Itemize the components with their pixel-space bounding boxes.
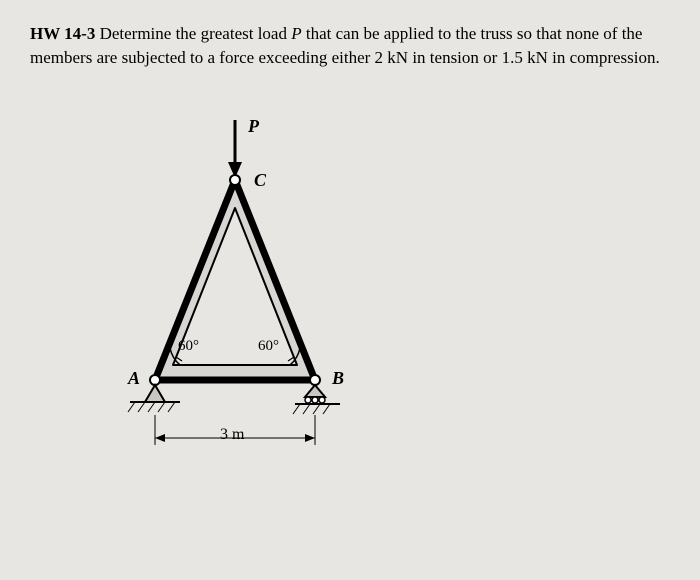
dim-arrow-left (155, 434, 165, 442)
hatch-a3 (148, 402, 155, 412)
roller-wheel-3 (319, 397, 325, 403)
label-angle-left: 60° (178, 338, 199, 355)
label-angle-right: 60° (258, 338, 279, 355)
pin-support-a (145, 385, 165, 402)
label-b: B (332, 368, 344, 389)
hatch-a5 (168, 402, 175, 412)
dim-arrow-right (305, 434, 315, 442)
label-a: A (128, 368, 140, 389)
roller-wheel-2 (312, 397, 318, 403)
hatch-a2 (138, 402, 145, 412)
diagram-svg (100, 100, 400, 500)
problem-number: HW 14-3 (30, 24, 95, 43)
problem-text-1: Determine the greatest load (95, 24, 291, 43)
label-c: C (254, 170, 266, 191)
truss-diagram: P C A B 60° 60° 3 m (100, 100, 400, 500)
label-base-length: 3 m (220, 426, 244, 444)
hatch-a4 (158, 402, 165, 412)
problem-statement: HW 14-3 Determine the greatest load P th… (30, 22, 670, 70)
hatch-b4 (323, 404, 330, 414)
joint-c (230, 175, 240, 185)
hatch-a1 (128, 402, 135, 412)
load-variable: P (291, 24, 301, 43)
roller-support-b (305, 385, 325, 397)
hatch-b2 (303, 404, 310, 414)
hatch-b3 (313, 404, 320, 414)
hatch-b1 (293, 404, 300, 414)
label-p: P (248, 116, 259, 137)
roller-wheel-1 (305, 397, 311, 403)
